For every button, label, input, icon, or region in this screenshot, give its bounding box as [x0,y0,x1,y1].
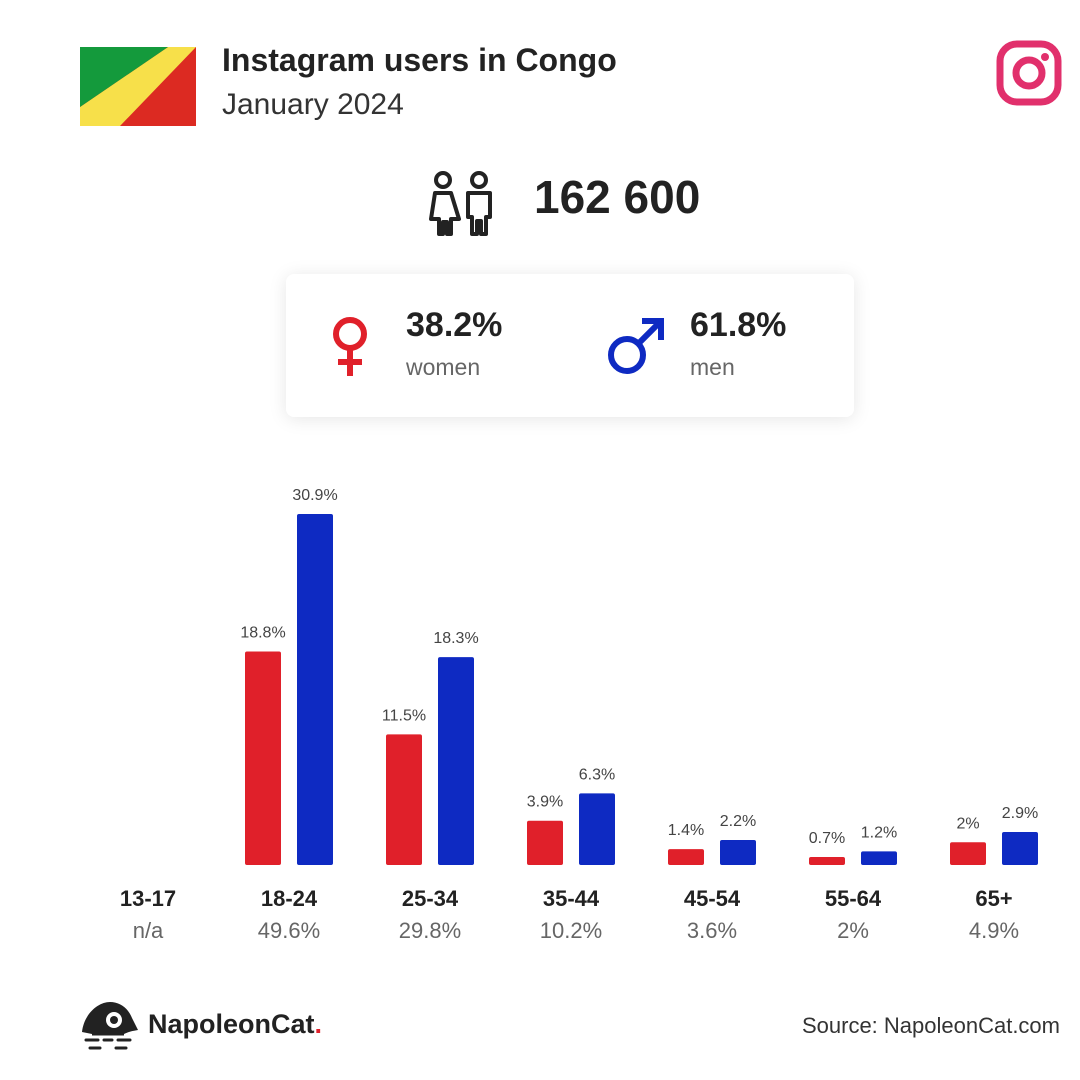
age-gender-bar-chart: 13-17 n/a 18.8% 30.9% 18-24 49.6% 11.5% 18.3% 25… [120,487,1038,943]
data-label-65+-series-1: 2.9% [1002,805,1038,822]
bar-18-24-series-0 [245,651,281,865]
data-label-25-34-series-0: 11.5% [382,707,426,724]
data-label-65+-series-0: 2% [956,815,979,832]
bar-25-34-series-1 [438,657,474,865]
bar-55-64-series-0 [809,857,845,865]
brand-name: NapoleonCat. [148,1009,322,1040]
data-label-55-64-series-1: 1.2% [861,824,897,841]
category-total-25-34: 29.8% [399,918,461,943]
bar-25-34-series-0 [386,734,422,865]
instagram-logo-icon [996,40,1062,106]
category-total-13-17: n/a [133,918,164,943]
page-subtitle: January 2024 [222,88,404,121]
male-icon [608,318,664,374]
bar-65+-series-0 [950,842,986,865]
data-label-25-34-series-1: 18.3% [433,630,478,647]
data-label-18-24-series-1: 30.9% [292,487,337,504]
page-title: Instagram users in Congo [222,42,617,78]
data-label-45-54-series-0: 1.4% [668,822,704,839]
bar-45-54-series-1 [720,840,756,865]
bar-45-54-series-0 [668,849,704,865]
bar-55-64-series-1 [861,851,897,865]
gender-card [286,274,854,417]
men-label: men [690,354,735,380]
women-percentage: 38.2% [406,306,503,344]
category-total-65+: 4.9% [969,918,1019,943]
congo-flag [80,47,196,126]
bar-35-44-series-1 [579,793,615,865]
data-label-35-44-series-0: 3.9% [527,794,563,811]
source-text: Source: NapoleonCat.com [801,1013,1060,1038]
female-icon [333,317,367,376]
category-total-45-54: 3.6% [687,918,737,943]
category-total-55-64: 2% [837,918,869,943]
brand-dot: . [314,1009,323,1039]
category-label-65+: 65+ [975,886,1012,911]
men-percentage: 61.8% [690,306,787,344]
category-label-55-64: 55-64 [825,886,882,911]
women-label: women [406,354,481,380]
category-total-35-44: 10.2% [540,918,602,943]
brand-name-text: NapoleonCat [148,1009,315,1039]
category-label-35-44: 35-44 [543,886,600,911]
category-label-13-17: 13-17 [120,886,176,911]
bar-65+-series-1 [1002,832,1038,865]
data-label-45-54-series-1: 2.2% [720,813,756,830]
data-label-18-24-series-0: 18.8% [240,624,285,641]
category-total-18-24: 49.6% [258,918,320,943]
napoleoncat-logo-icon [82,1002,138,1050]
bar-35-44-series-0 [527,820,563,865]
bar-18-24-series-1 [297,514,333,865]
category-label-45-54: 45-54 [684,886,741,911]
data-label-55-64-series-0: 0.7% [809,830,845,847]
users-icon [429,171,492,236]
total-users: 162 600 [534,171,701,223]
category-label-25-34: 25-34 [402,886,459,911]
category-label-18-24: 18-24 [261,886,318,911]
data-label-35-44-series-1: 6.3% [579,766,615,783]
